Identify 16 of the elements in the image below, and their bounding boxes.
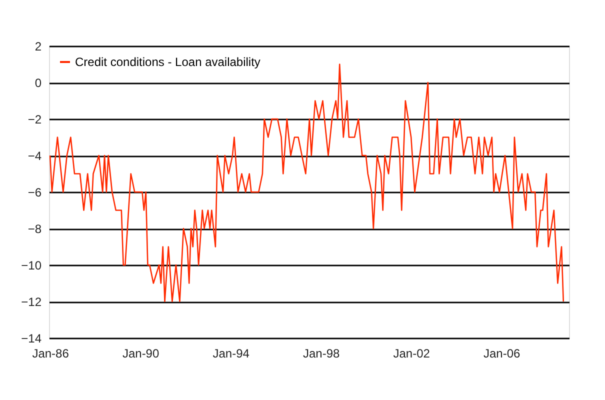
x-tick-label: Jan-98 (302, 346, 340, 360)
x-tick-label: Jan-94 (212, 346, 250, 360)
y-tick-label: 2 (34, 40, 42, 54)
x-tick-label: Jan-90 (122, 346, 160, 360)
y-tick-label: −14 (21, 332, 42, 346)
legend-label: Credit conditions - Loan availability (75, 55, 260, 69)
y-tick-label: −6 (28, 186, 42, 200)
y-tick-label: −4 (28, 149, 42, 163)
y-tick-label: −2 (28, 112, 42, 126)
y-tick-label: −10 (21, 258, 42, 272)
y-tick-label: 0 (34, 76, 42, 90)
y-tick-label: −12 (21, 295, 42, 309)
y-tick-label: −8 (28, 222, 42, 236)
x-tick-label: Jan-06 (484, 346, 521, 360)
x-tick-label: Jan-02 (393, 346, 430, 360)
x-tick-label: Jan-86 (32, 346, 70, 360)
